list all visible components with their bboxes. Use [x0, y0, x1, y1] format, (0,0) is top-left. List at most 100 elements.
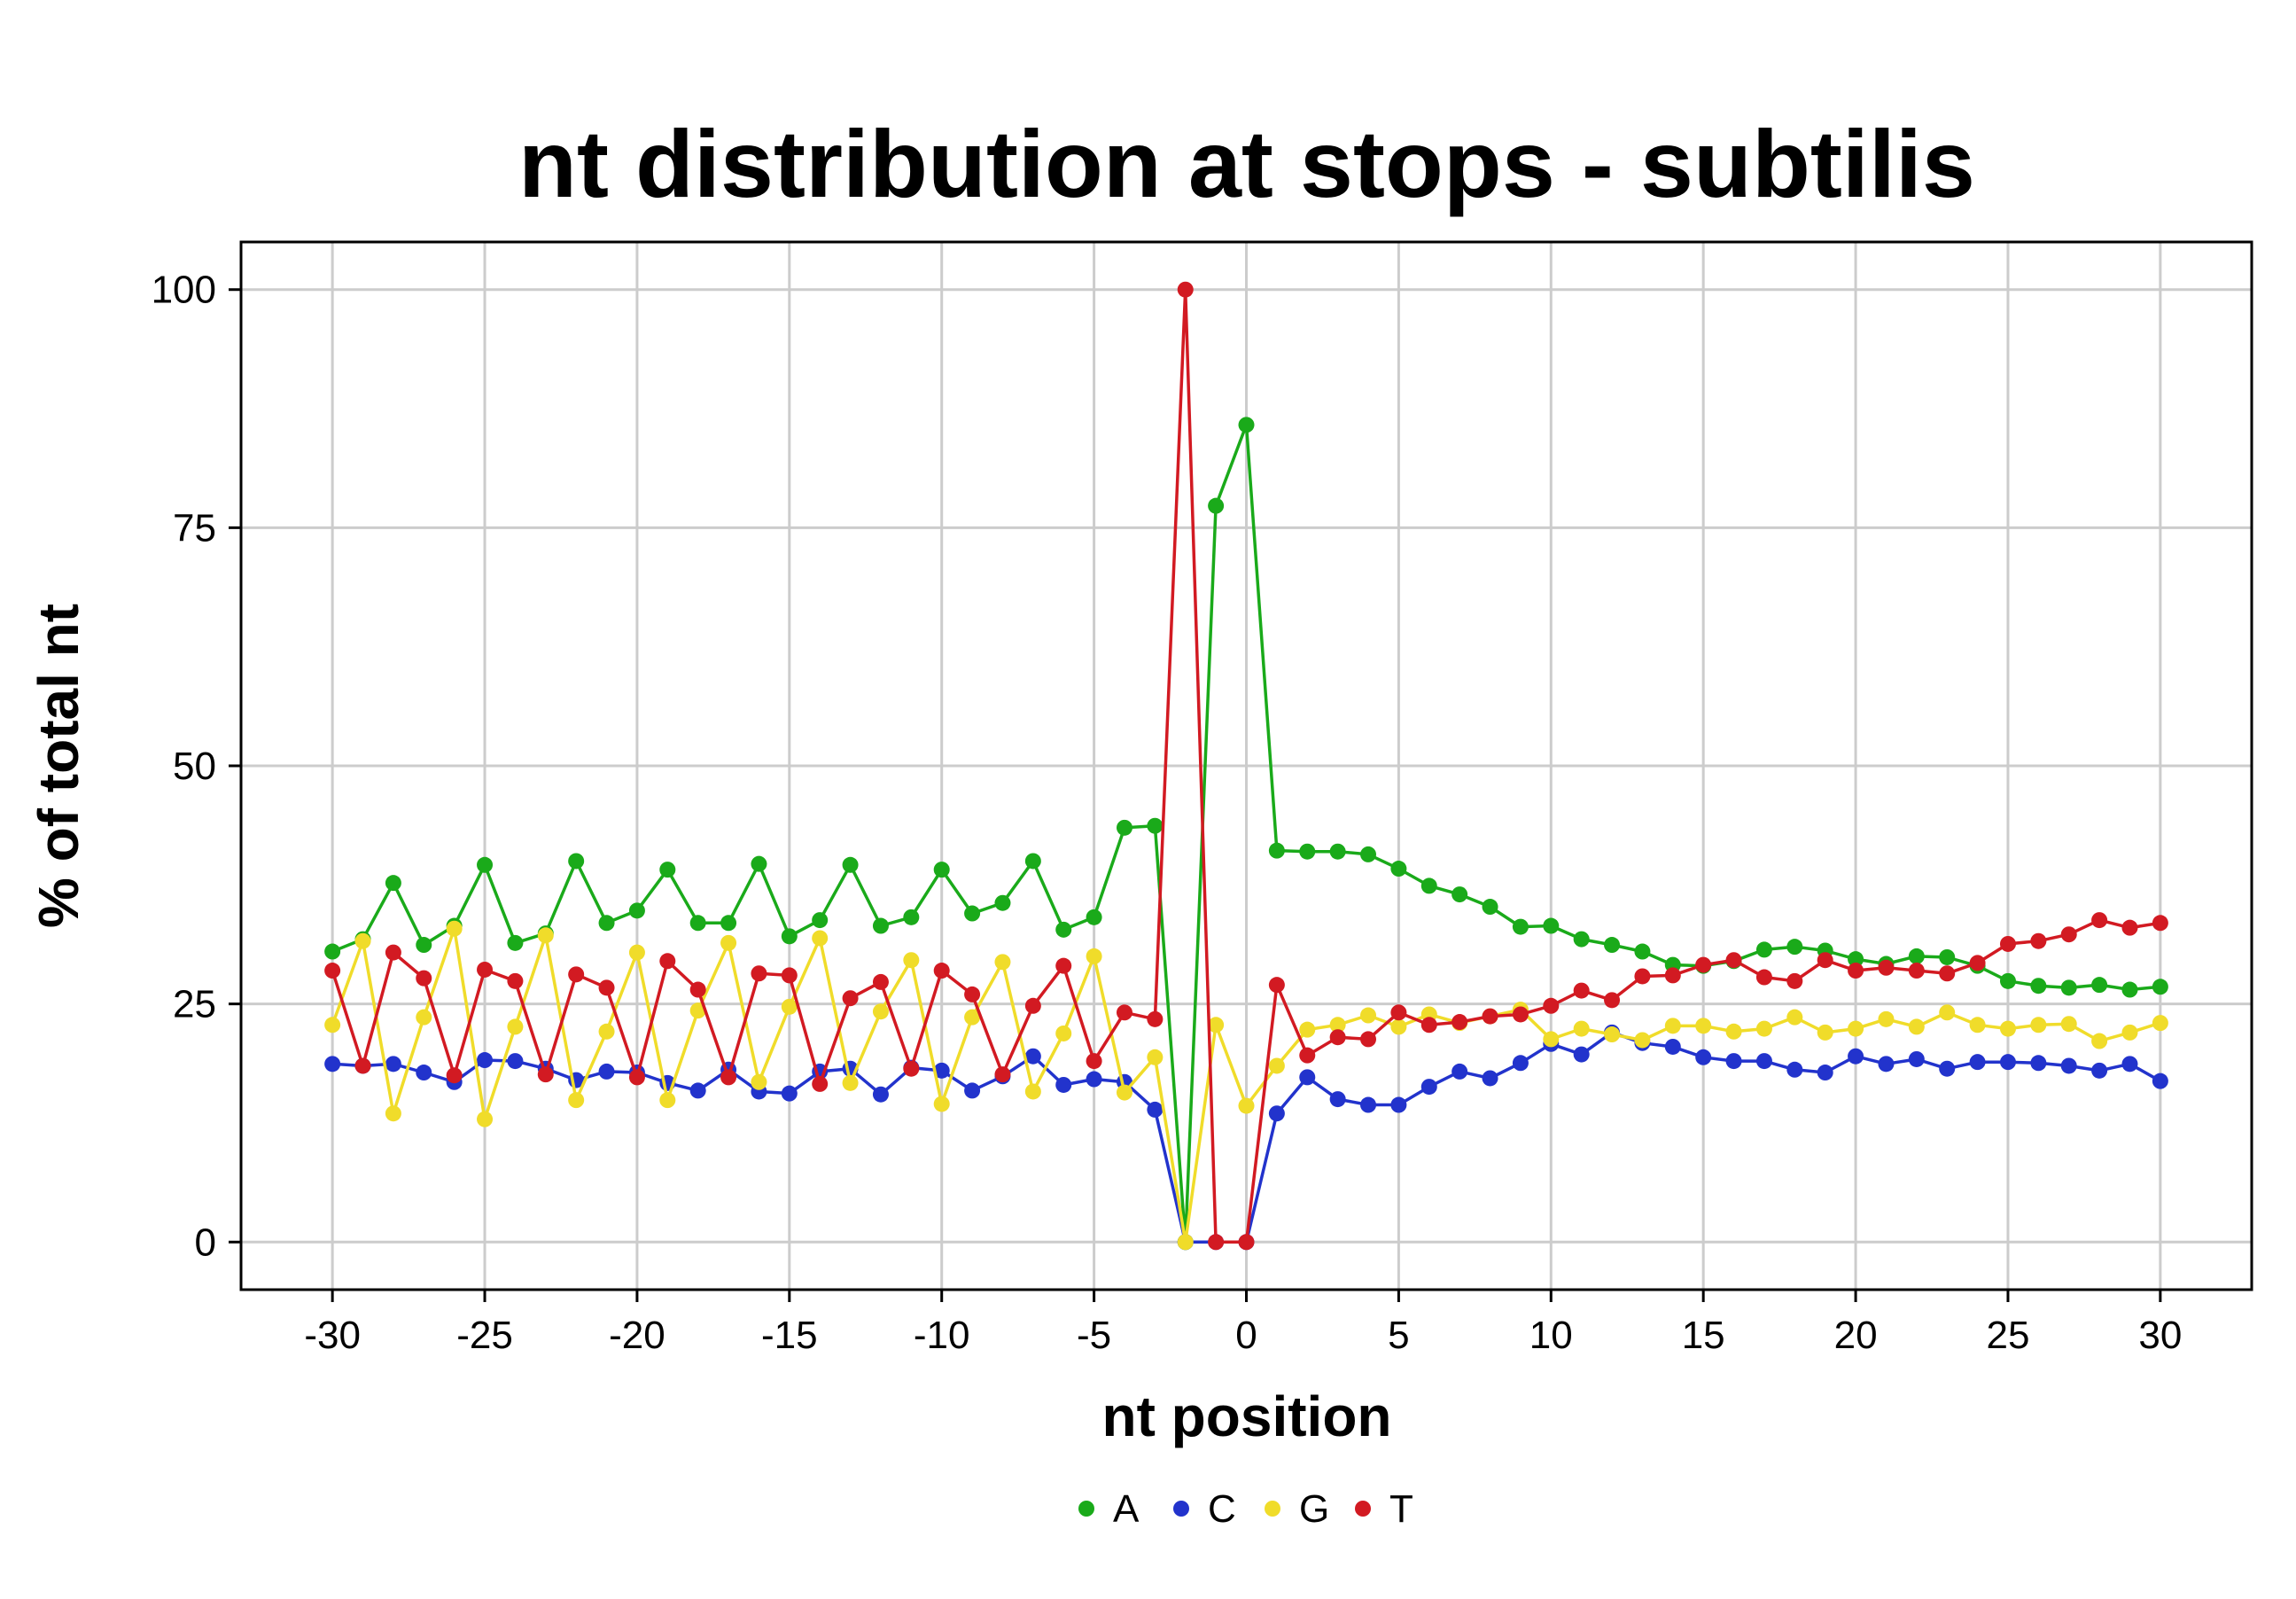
- data-point: [1786, 972, 1803, 989]
- data-point: [416, 937, 432, 954]
- data-point: [720, 915, 737, 932]
- x-tick-label: 5: [1388, 1314, 1409, 1357]
- data-point: [507, 972, 524, 989]
- series-layer: [324, 281, 2168, 1251]
- data-point: [1512, 1055, 1529, 1072]
- data-point: [1147, 817, 1164, 834]
- data-point: [1055, 921, 1072, 938]
- data-point: [903, 952, 920, 969]
- data-point: [1116, 819, 1132, 836]
- data-point: [628, 944, 645, 961]
- y-tick-label: 75: [173, 506, 216, 550]
- data-point: [2152, 1072, 2168, 1089]
- data-point: [1147, 1010, 1164, 1027]
- data-point: [1024, 853, 1041, 870]
- data-point: [537, 1066, 554, 1083]
- x-tick-label: -10: [914, 1314, 970, 1357]
- data-point: [1452, 1014, 1468, 1031]
- data-point: [1908, 948, 1925, 964]
- data-point: [1116, 1084, 1132, 1101]
- data-point: [1817, 1065, 1833, 1081]
- x-axis-title: nt position: [1101, 1384, 1391, 1448]
- data-point: [1452, 886, 1468, 903]
- data-point: [1329, 1091, 1346, 1108]
- data-point: [933, 862, 950, 878]
- y-axis-ticks: 0 25 50 75 100: [152, 269, 241, 1264]
- x-tick-label: 25: [1986, 1314, 2029, 1357]
- data-point: [1390, 1018, 1407, 1035]
- data-point: [964, 1082, 981, 1099]
- data-point: [689, 1082, 706, 1099]
- data-point: [416, 970, 432, 987]
- y-axis-title: % of total nt: [27, 604, 90, 928]
- data-point: [2121, 1024, 2138, 1041]
- data-point: [1268, 1057, 1285, 1074]
- data-point: [568, 966, 585, 983]
- data-point: [1268, 842, 1285, 859]
- data-point: [1512, 1006, 1529, 1023]
- data-point: [324, 1017, 341, 1034]
- data-point: [1268, 1105, 1285, 1122]
- data-point: [416, 1009, 432, 1026]
- data-point: [1908, 1018, 1925, 1035]
- data-point: [751, 1073, 767, 1090]
- data-point: [507, 934, 524, 951]
- data-point: [1908, 963, 1925, 979]
- data-point: [1999, 972, 2016, 989]
- data-point: [2152, 979, 2168, 995]
- data-point: [872, 917, 889, 934]
- data-point: [903, 1060, 920, 1077]
- data-point: [2030, 1017, 2047, 1034]
- data-point: [1725, 952, 1742, 969]
- chart-title: nt distribution at stops - subtilis: [518, 110, 1975, 217]
- data-point: [568, 1092, 585, 1109]
- data-point: [842, 1074, 859, 1091]
- data-point: [781, 928, 798, 945]
- data-point: [751, 965, 767, 982]
- data-point: [659, 862, 676, 878]
- data-point: [1969, 955, 1986, 971]
- x-tick-label: 20: [1834, 1314, 1878, 1357]
- data-point: [1360, 846, 1377, 862]
- data-point: [385, 875, 401, 892]
- data-point: [720, 934, 737, 951]
- data-point: [994, 1066, 1011, 1083]
- data-point: [354, 932, 371, 949]
- series-T: [324, 281, 2168, 1251]
- data-point: [2091, 977, 2108, 994]
- data-point: [842, 990, 859, 1007]
- data-point: [385, 944, 401, 961]
- data-point: [1664, 1038, 1681, 1055]
- data-point: [2030, 1055, 2047, 1072]
- data-point: [446, 1067, 463, 1084]
- data-point: [1208, 1234, 1225, 1251]
- data-point: [1634, 1032, 1651, 1049]
- y-tick-label: 50: [173, 745, 216, 788]
- series-G: [324, 920, 2168, 1251]
- data-point: [689, 981, 706, 998]
- data-point: [2121, 919, 2138, 936]
- data-point: [872, 973, 889, 990]
- data-point: [1177, 1234, 1194, 1251]
- data-point: [2152, 915, 2168, 932]
- data-point: [598, 1063, 615, 1080]
- data-point: [1786, 1009, 1803, 1026]
- data-point: [1208, 1017, 1225, 1034]
- legend-marker: [1355, 1501, 1371, 1517]
- data-point: [1939, 948, 1956, 965]
- data-point: [720, 1069, 737, 1086]
- data-point: [1999, 1054, 2016, 1071]
- data-point: [1360, 1031, 1377, 1048]
- data-point: [1024, 997, 1041, 1014]
- data-point: [1573, 1020, 1590, 1037]
- data-point: [1664, 1018, 1681, 1034]
- data-point: [1848, 963, 1864, 979]
- data-point: [964, 905, 981, 922]
- data-point: [324, 943, 341, 960]
- data-point: [1725, 1023, 1742, 1040]
- data-point: [1634, 943, 1651, 960]
- data-point: [1329, 843, 1346, 860]
- data-point: [872, 1086, 889, 1103]
- data-point: [1390, 861, 1407, 878]
